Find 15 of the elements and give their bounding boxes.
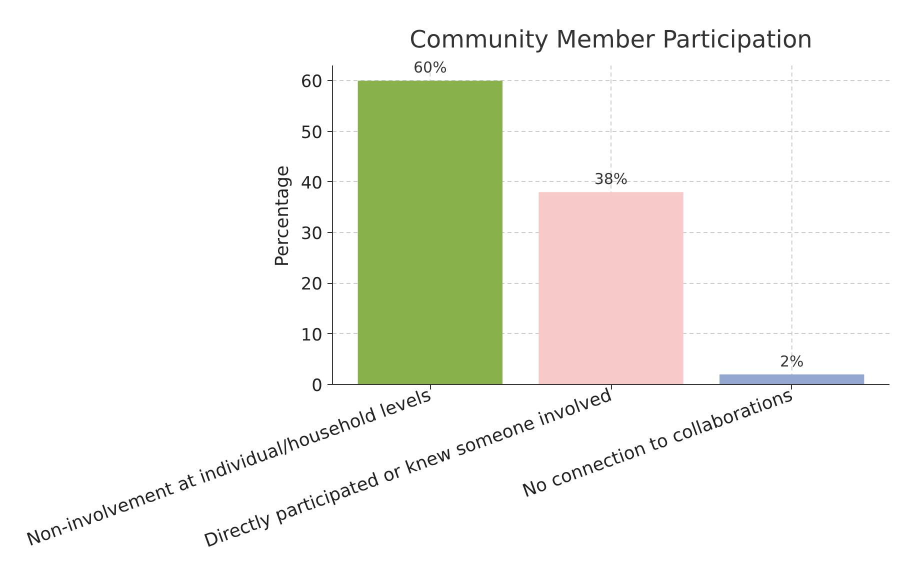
y-tick-label: 50	[300, 122, 323, 143]
data-label: 2%	[780, 352, 804, 370]
bar	[720, 374, 864, 384]
y-tick-label: 40	[300, 173, 323, 194]
y-tick-label: 30	[300, 224, 323, 244]
data-label: 60%	[413, 58, 447, 77]
bar	[538, 192, 684, 384]
bar	[358, 80, 502, 384]
chart-title: Community Member Participation	[410, 26, 812, 54]
y-tick-label: 60	[300, 72, 323, 92]
y-tick-label: 20	[300, 274, 323, 295]
y-tick-label: 0	[312, 376, 323, 396]
y-tick-label: 10	[300, 325, 323, 346]
data-label: 38%	[594, 170, 628, 188]
y-axis-title: Percentage	[272, 165, 293, 267]
